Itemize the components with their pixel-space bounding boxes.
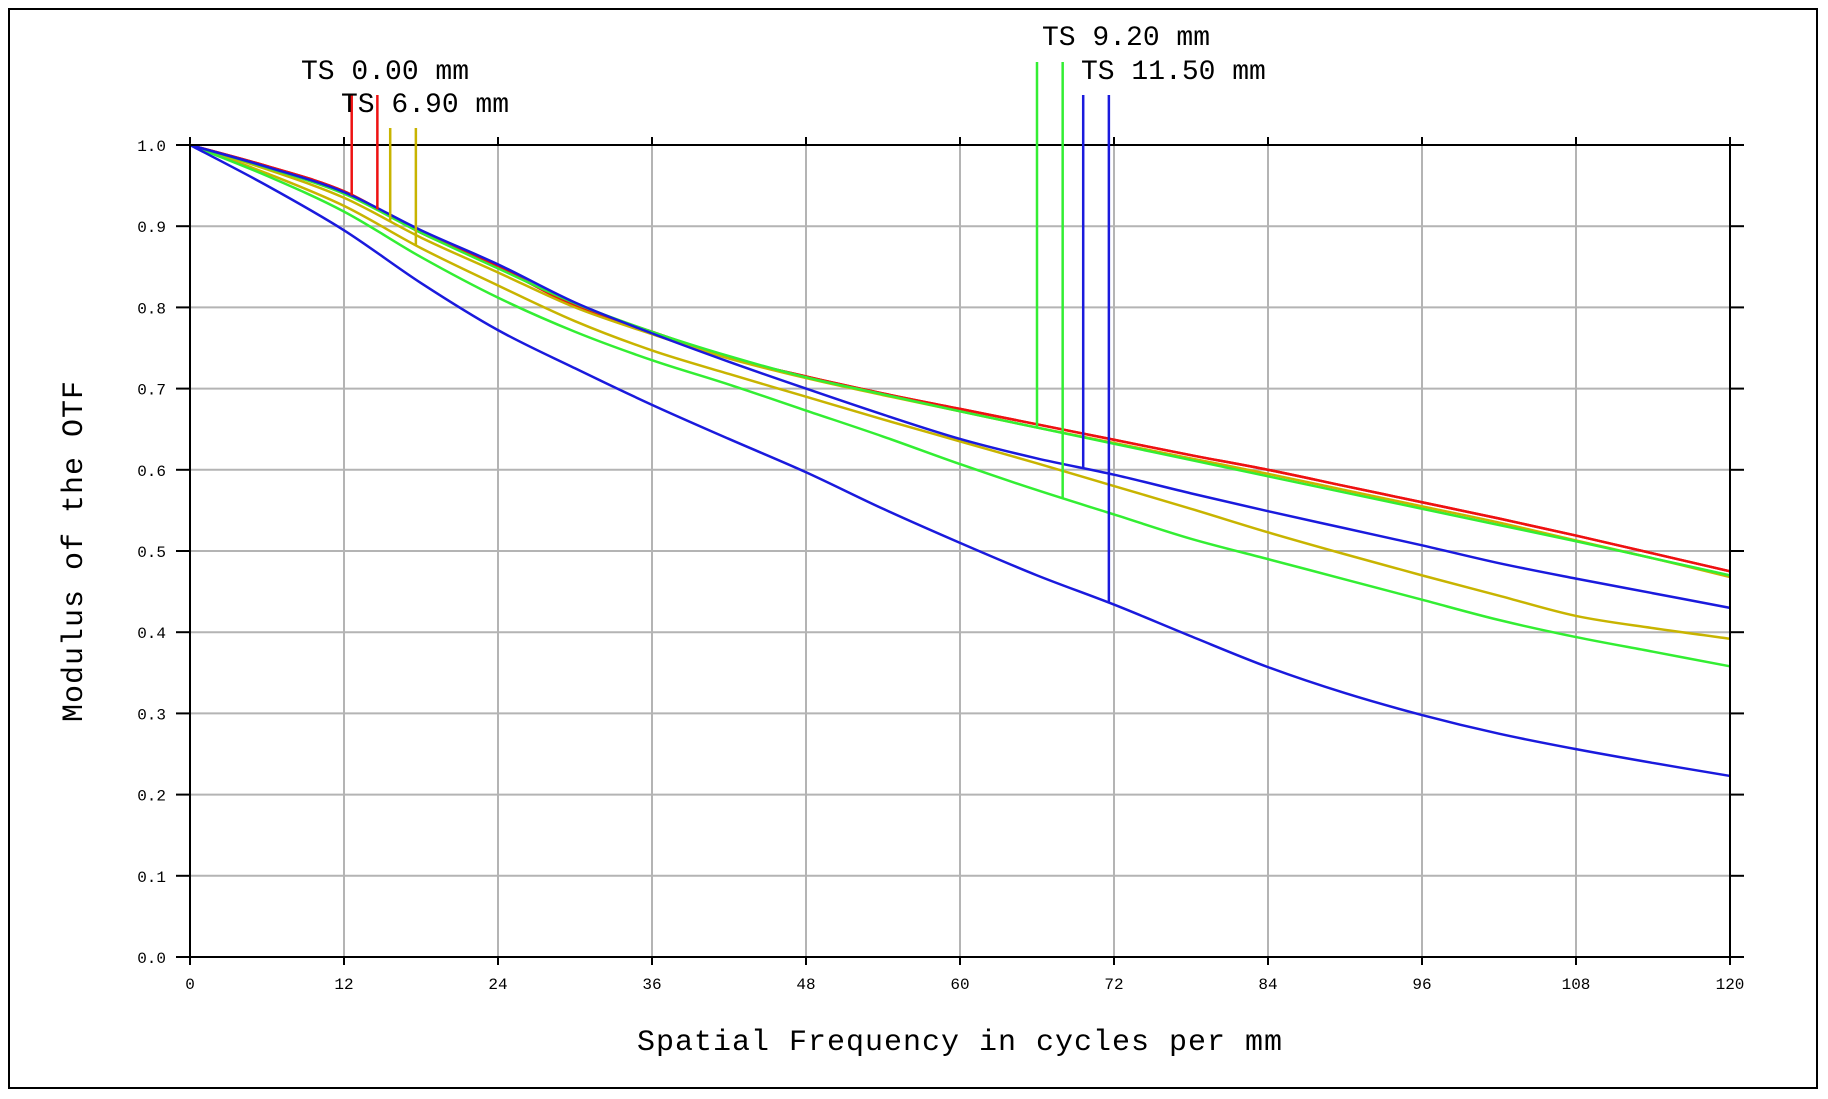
x-axis-title: Spatial Frequency in cycles per mm (637, 1026, 1283, 1060)
y-axis-title: Modulus of the OTF (58, 380, 92, 722)
chart-frame: TS 0.00 mm TS 6.90 mm TS 9.20 mm TS 11.50 m… (8, 8, 1818, 1089)
y-tick-label: 0.1 (137, 869, 166, 887)
plot-area-border (189, 144, 1731, 958)
legend-label: TS 6.90 mm (341, 90, 509, 121)
grid-lines (189, 144, 1731, 958)
legend-label: TS 11.50 mm (1081, 57, 1266, 88)
x-tick-label: 60 (950, 976, 969, 994)
x-tick-label: 108 (1562, 976, 1591, 994)
tick-marks (176, 137, 1744, 965)
series-line-s-5 (189, 143, 1731, 668)
x-tick-label: 36 (642, 976, 661, 994)
y-tick-label: 0.3 (137, 706, 166, 724)
series-line-t-6 (189, 143, 1731, 610)
y-tick-labels: 0.0 0.1 0.2 0.3 0.4 0.5 0.6 0.7 0.8 0.9 1.0 (137, 138, 166, 968)
x-tick-label: 24 (488, 976, 507, 994)
y-tick-label: 0.8 (137, 300, 166, 318)
x-tick-label: 120 (1716, 976, 1745, 994)
y-tick-label: 1.0 (137, 138, 166, 156)
legend-label: TS 0.00 mm (301, 57, 469, 88)
x-tick-labels: 0 12 24 36 48 60 72 84 96 108 120 (185, 976, 1744, 994)
x-tick-label: 72 (1104, 976, 1123, 994)
y-tick-label: 0.6 (137, 463, 166, 481)
y-tick-label: 0.5 (137, 544, 166, 562)
x-tick-label: 0 (185, 976, 195, 994)
series-lines (189, 143, 1731, 778)
x-tick-label: 12 (334, 976, 353, 994)
y-tick-label: 0.7 (137, 382, 166, 400)
series-line-t-4 (189, 143, 1731, 577)
y-tick-label: 0.9 (137, 219, 166, 237)
y-tick-label: 0.0 (137, 950, 166, 968)
legend-label: TS 9.20 mm (1042, 23, 1210, 54)
x-tick-label: 48 (796, 976, 815, 994)
y-tick-label: 0.2 (137, 788, 166, 806)
x-tick-label: 84 (1258, 976, 1277, 994)
y-tick-label: 0.4 (137, 625, 166, 643)
series-line-s-7 (189, 143, 1731, 778)
x-tick-label: 96 (1412, 976, 1431, 994)
series-line-s-3 (189, 143, 1731, 640)
